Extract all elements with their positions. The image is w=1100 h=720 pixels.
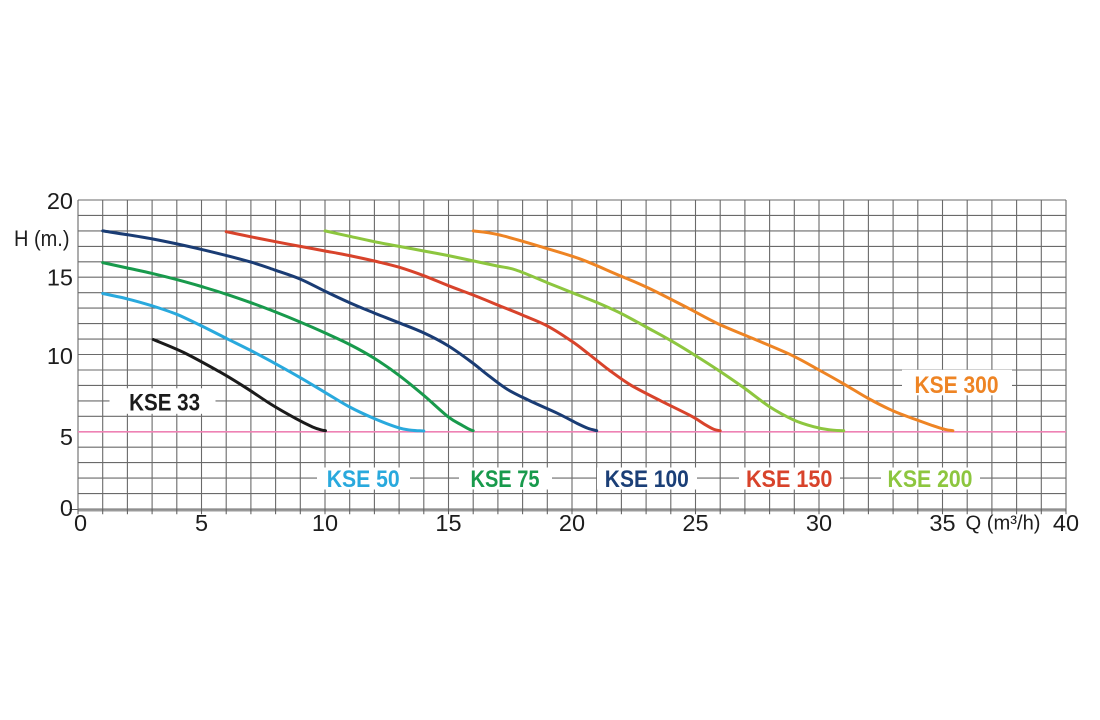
svg-text:5: 5 [60, 424, 73, 450]
svg-text:10: 10 [312, 510, 338, 536]
svg-text:0: 0 [60, 495, 73, 521]
svg-text:Q (m³/h): Q (m³/h) [966, 513, 1041, 535]
svg-text:25: 25 [682, 510, 708, 536]
svg-text:KSE 150: KSE 150 [746, 466, 833, 493]
svg-text:KSE 33: KSE 33 [129, 390, 200, 417]
svg-text:35: 35 [929, 510, 955, 536]
svg-text:20: 20 [559, 510, 585, 536]
svg-text:KSE 50: KSE 50 [327, 466, 400, 493]
svg-text:0: 0 [74, 510, 87, 536]
svg-text:KSE 300: KSE 300 [915, 372, 999, 399]
svg-text:H (m.): H (m.) [14, 226, 70, 251]
svg-text:KSE 75: KSE 75 [471, 466, 540, 493]
svg-text:15: 15 [435, 510, 461, 536]
svg-text:KSE 200: KSE 200 [888, 466, 973, 493]
svg-text:20: 20 [47, 188, 73, 214]
svg-text:30: 30 [806, 510, 832, 536]
svg-text:40: 40 [1053, 510, 1079, 536]
svg-text:15: 15 [47, 265, 73, 291]
svg-text:KSE 100: KSE 100 [605, 466, 689, 493]
svg-text:10: 10 [47, 343, 73, 369]
svg-text:5: 5 [195, 510, 208, 536]
